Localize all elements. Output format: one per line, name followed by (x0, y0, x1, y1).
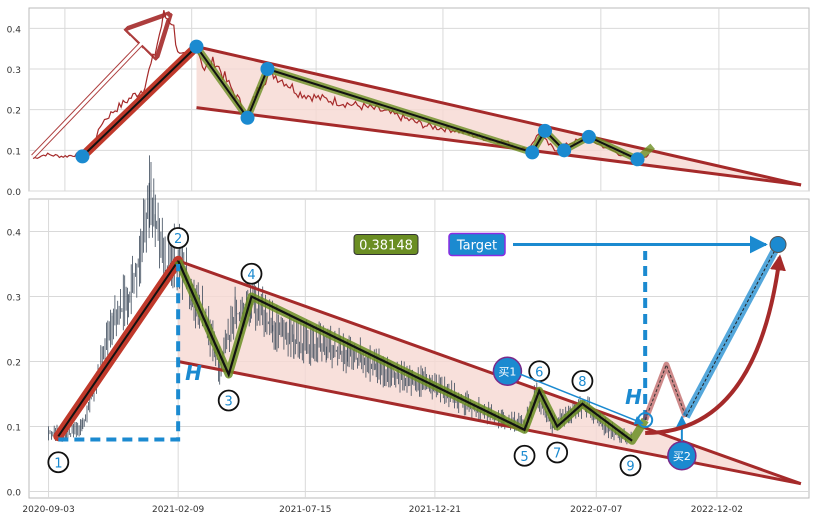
top-pivot-point (75, 149, 90, 164)
bottom-x-tick-label: 2021-12-21 (409, 505, 461, 515)
pivot-marker-label: 6 (535, 365, 543, 380)
bottom-projection-pullback-dash (644, 363, 687, 421)
bottom-projection (637, 236, 787, 446)
bottom-upper-trendline (177, 259, 802, 486)
top-pivot-points (75, 39, 645, 167)
top-pivot-point (538, 123, 553, 138)
bottom-numbered-pivots: 1 2 3 4 5 6 7 8 9 (47, 227, 642, 477)
top-price-line (32, 10, 650, 161)
pivot-marker-label: 5 (520, 450, 528, 465)
pivot-marker-label: 8 (578, 375, 586, 390)
buy-marker-label: 买1 (498, 365, 516, 378)
buy-marker-circle (667, 441, 697, 471)
pivot-marker-circle (240, 262, 263, 285)
pivot-marker-label: 2 (174, 232, 182, 247)
target-label: Target (456, 239, 497, 254)
top-pivot-point (630, 152, 645, 167)
target-value-label: 0.38148 (359, 239, 413, 254)
top-pivot-point (525, 145, 540, 160)
bottom-panel: 0.0 0.1 0.2 0.3 0.4 2020-09-03 2021-02-09 2021… (7, 155, 810, 515)
bottom-measure-h-label: H (625, 385, 642, 409)
top-zigzag-rise-inner (81, 45, 198, 158)
top-lower-trendline (196, 106, 802, 187)
bottom-x-tick-label: 2022-07-07 (570, 505, 622, 515)
top-y-tick-label: 0.2 (7, 107, 21, 117)
top-y-tick-labels: 0.0 0.1 0.2 0.3 0.4 (7, 25, 22, 198)
pivot-marker-label: 7 (553, 447, 561, 462)
bottom-y-tick-label: 0.2 (7, 359, 21, 369)
bottom-projection-curve-arrow (645, 254, 786, 435)
top-y-tick-label: 0.0 (7, 188, 22, 198)
bottom-zigzag (53, 255, 649, 445)
pivot-marker-circle (513, 444, 536, 467)
bottom-projection-rise-dash (685, 244, 779, 417)
top-upper-trendline (196, 45, 802, 187)
pivot-marker-label: 9 (626, 460, 634, 475)
top-y-tick-label: 0.4 (7, 25, 22, 35)
target-value-box (353, 234, 419, 255)
bottom-x-tick-label: 2020-09-03 (22, 505, 74, 515)
bottom-x-tick-label: 2022-12-02 (691, 505, 743, 515)
pivot-marker-circle (217, 389, 240, 412)
buy-marker-circle (492, 356, 523, 386)
top-pivot-point (240, 110, 255, 125)
bottom-y-tick-labels: 0.0 0.1 0.2 0.3 0.4 (7, 229, 22, 499)
bottom-y-tick-label: 0.4 (7, 229, 22, 239)
bottom-measure-h-bracket (58, 264, 181, 442)
pivot-marker-label: 3 (225, 395, 233, 410)
bottom-x-tick-label: 2021-02-09 (152, 505, 205, 515)
top-y-tick-label: 0.3 (7, 66, 21, 76)
bottom-lower-trendline (177, 360, 802, 486)
bottom-zigzag-rise-inner (57, 260, 180, 437)
bottom-y-tick-label: 0.0 (7, 489, 22, 499)
top-y-tick-label: 0.1 (7, 147, 21, 157)
buy-marker-label: 买2 (673, 450, 691, 463)
pivot-marker-circle (167, 227, 190, 249)
bottom-target-point (769, 236, 787, 253)
bottom-y-tick-label: 0.3 (7, 294, 21, 304)
bottom-buy-points: 买1 买2 (492, 356, 697, 471)
bottom-measure-h: HH (58, 251, 648, 442)
pivot-marker-circle (619, 454, 642, 477)
pivot-marker-circle (47, 451, 70, 474)
bottom-measure-h-label: H (185, 361, 202, 385)
pivot-marker-label: 4 (247, 268, 255, 283)
top-pivot-point (581, 129, 596, 144)
top-pivot-point (557, 143, 572, 158)
bottom-x-tick-labels: 2020-09-03 2021-02-09 2021-07-15 2021-12-21… (22, 505, 743, 515)
top-trendlines (196, 45, 802, 187)
bottom-y-tick-label: 0.1 (7, 424, 21, 434)
top-rise-arrow-body (31, 15, 169, 158)
bottom-target-annotation: 0.38148 Target (353, 232, 768, 257)
top-rise-arrow (31, 15, 169, 159)
top-pivot-point (260, 62, 275, 76)
bottom-zigzag-inner (177, 260, 633, 442)
pivot-marker-label: 1 (54, 456, 62, 471)
top-panel: 0.0 0.1 0.2 0.3 0.4 (7, 7, 810, 198)
pivot-marker-circle (571, 370, 594, 392)
bottom-trendlines (177, 259, 802, 486)
bottom-x-tick-label: 2021-07-15 (279, 505, 331, 515)
top-pivot-point (189, 39, 204, 54)
target-label-box (448, 232, 506, 257)
top-price-series (32, 10, 650, 161)
buy1-pointer-arrow (520, 373, 644, 425)
pivot-marker-circle (546, 441, 569, 464)
